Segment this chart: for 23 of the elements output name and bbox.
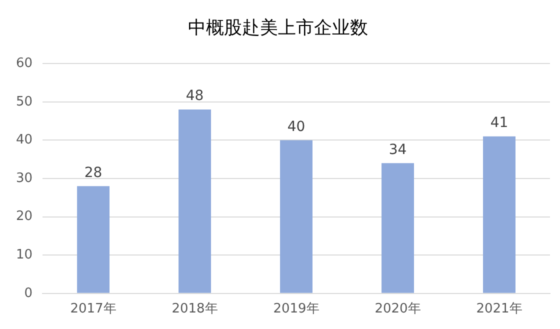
y-tick-label: 40: [16, 132, 33, 148]
x-tick-label: 2021年: [476, 302, 522, 317]
data-label: 48: [186, 88, 204, 104]
chart-title: 中概股赴美上市企业数: [188, 17, 368, 38]
x-tick-label: 2019年: [273, 302, 320, 317]
data-label: 41: [490, 115, 508, 132]
bar: [280, 140, 313, 293]
bar: [382, 163, 414, 293]
y-tick-label: 10: [16, 247, 33, 262]
y-tick-label: 60: [16, 56, 33, 71]
data-label: 40: [287, 118, 306, 135]
y-tick-label: 50: [16, 94, 33, 110]
bar: [483, 136, 516, 293]
x-tick-label: 2018年: [172, 302, 218, 317]
data-label: 34: [388, 142, 407, 158]
x-tick-label: 2020年: [374, 302, 421, 317]
y-tick-label: 20: [16, 209, 33, 224]
x-tick-label: 2017年: [70, 302, 116, 317]
bar: [178, 110, 212, 293]
data-label: 28: [84, 164, 102, 181]
y-tick-label: 30: [16, 170, 33, 186]
bar: [77, 186, 110, 293]
y-tick-label: 0: [24, 286, 33, 301]
